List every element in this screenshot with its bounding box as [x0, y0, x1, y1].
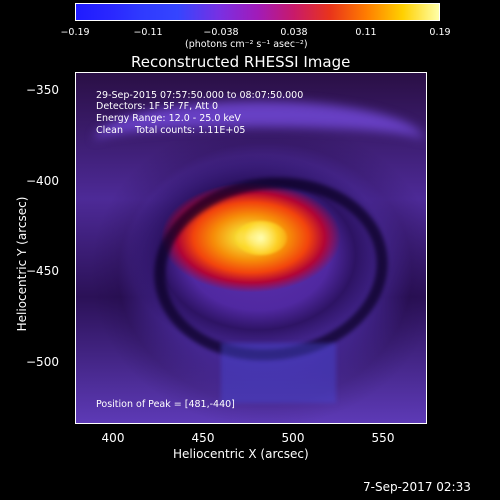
x-axis-tick: 450 [191, 431, 215, 445]
info-time-range: 29-Sep-2015 07:57:50.000 to 08:07:50.000 [96, 90, 304, 101]
y-axis-tick: −350 [26, 83, 59, 97]
info-detectors: Detectors: 1F 5F 7F, Att 0 [96, 101, 219, 112]
colorbar-tick: −0.11 [133, 27, 163, 38]
colorbar-tick: 0.19 [429, 27, 451, 38]
colorbar-units: (photons cm⁻² s⁻¹ asec⁻²) [185, 39, 308, 50]
peak-emission-core [235, 221, 287, 255]
plot-title: Reconstructed RHESSI Image [131, 53, 351, 71]
y-axis-tick: −450 [26, 264, 59, 278]
colorbar-tick: −0.19 [60, 27, 90, 38]
y-axis-tick: −500 [26, 355, 59, 369]
colorbar-tick: −0.038 [203, 27, 239, 38]
y-axis-tick: −400 [26, 174, 59, 188]
info-energy-range: Energy Range: 12.0 - 25.0 keV [96, 113, 241, 124]
info-clean-counts: Clean Total counts: 1.11E+05 [96, 125, 246, 136]
x-axis-tick: 500 [281, 431, 305, 445]
colorbar [75, 3, 440, 21]
peak-position-label: Position of Peak = [481,-440] [96, 399, 235, 410]
negative-emission-patch [221, 343, 336, 403]
reconstructed-image-plot: 29-Sep-2015 07:57:50.000 to 08:07:50.000… [75, 72, 427, 424]
colorbar-tick: 0.11 [355, 27, 377, 38]
x-axis-tick: 550 [371, 431, 395, 445]
y-axis-label: Heliocentric Y (arcsec) [15, 196, 29, 332]
colorbar-tick: 0.038 [280, 27, 308, 38]
x-axis-label: Heliocentric X (arcsec) [173, 447, 309, 461]
plot-timestamp: 7-Sep-2017 02:33 [363, 480, 471, 494]
x-axis-tick: 400 [101, 431, 125, 445]
